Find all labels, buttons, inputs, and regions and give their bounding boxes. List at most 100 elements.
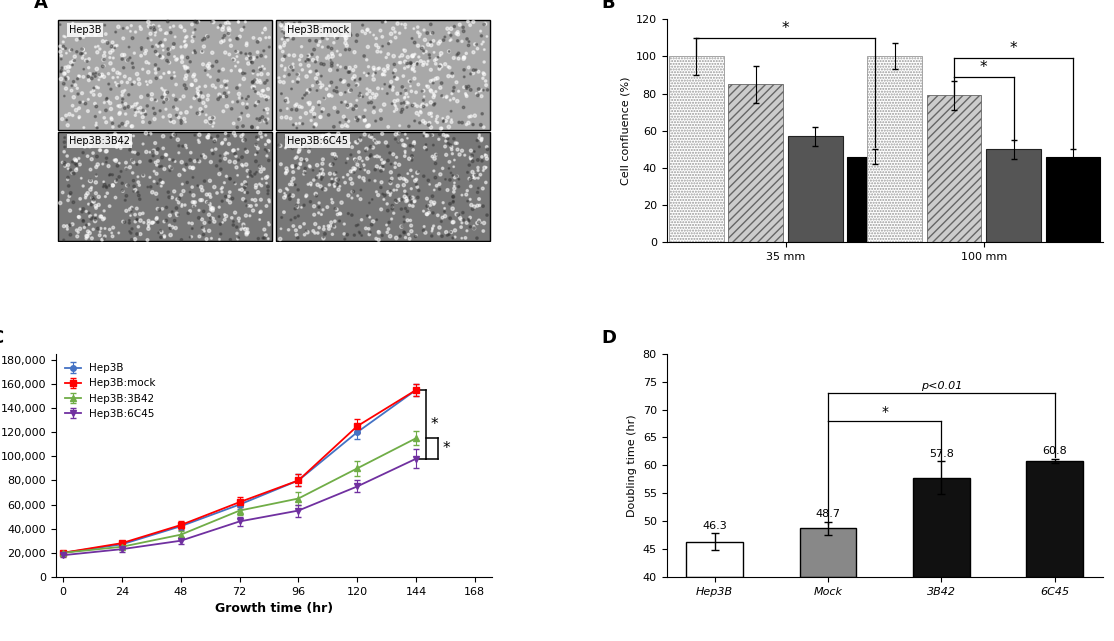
Point — [453, 117, 471, 128]
Point — [196, 218, 214, 228]
Point — [135, 171, 153, 181]
Point — [226, 149, 244, 159]
Point — [177, 140, 195, 151]
Point — [167, 223, 185, 233]
Point — [346, 154, 364, 164]
Point — [150, 204, 168, 215]
Point — [419, 175, 437, 185]
Point — [170, 194, 188, 204]
Point — [453, 233, 471, 244]
Text: p<0.01: p<0.01 — [920, 381, 962, 391]
Point — [228, 170, 246, 180]
Point — [204, 61, 222, 71]
Point — [404, 145, 422, 155]
Point — [68, 163, 86, 174]
Point — [380, 49, 398, 59]
Point — [202, 202, 219, 212]
Point — [125, 176, 143, 186]
Point — [118, 55, 136, 65]
Point — [395, 227, 413, 237]
Point — [430, 63, 448, 74]
Point — [431, 51, 449, 61]
Point — [444, 196, 462, 206]
Point — [345, 165, 363, 176]
Point — [430, 228, 448, 238]
Point — [300, 146, 317, 156]
Point — [141, 129, 159, 139]
Point — [421, 118, 439, 128]
Point — [292, 112, 310, 122]
Point — [313, 165, 331, 175]
Point — [203, 213, 221, 223]
Point — [446, 21, 463, 31]
Bar — [276, 132, 490, 241]
Point — [85, 148, 102, 158]
Point — [116, 195, 134, 205]
Point — [455, 52, 472, 62]
Point — [197, 234, 215, 244]
Point — [255, 164, 273, 174]
Point — [439, 112, 457, 122]
Point — [113, 77, 130, 87]
Point — [152, 51, 169, 62]
Point — [55, 221, 72, 231]
Point — [125, 62, 143, 72]
Point — [133, 42, 150, 53]
Point — [339, 229, 356, 240]
Point — [384, 82, 402, 92]
Point — [205, 113, 223, 123]
Point — [162, 28, 179, 38]
Point — [284, 62, 302, 72]
Point — [348, 103, 365, 113]
Point — [94, 70, 111, 80]
Point — [77, 99, 95, 109]
Point — [310, 208, 328, 218]
Point — [430, 38, 448, 49]
Point — [272, 43, 290, 53]
Point — [301, 162, 319, 172]
Point — [399, 206, 417, 217]
Point — [344, 104, 362, 114]
Point — [225, 128, 243, 138]
Point — [217, 147, 235, 158]
Point — [252, 195, 270, 205]
Point — [349, 220, 367, 230]
Point — [297, 154, 315, 165]
Point — [436, 203, 453, 213]
Point — [184, 28, 202, 38]
Bar — [276, 21, 490, 129]
Point — [351, 135, 369, 145]
Point — [75, 44, 92, 54]
Point — [478, 154, 496, 164]
Point — [385, 60, 403, 70]
Point — [186, 47, 204, 58]
Point — [157, 203, 175, 213]
Point — [248, 37, 266, 47]
Point — [423, 151, 441, 162]
Point — [178, 178, 196, 188]
Point — [323, 177, 341, 187]
Point — [457, 233, 475, 243]
Point — [60, 191, 78, 201]
Point — [364, 217, 382, 227]
Point — [393, 104, 411, 115]
Point — [94, 214, 111, 224]
Point — [381, 148, 399, 158]
Point — [164, 155, 182, 165]
Point — [137, 128, 155, 138]
Point — [131, 156, 149, 167]
Point — [117, 206, 135, 216]
Point — [158, 94, 176, 104]
Point — [57, 74, 75, 85]
Point — [472, 85, 490, 96]
Point — [164, 222, 182, 233]
Point — [232, 65, 250, 76]
Point — [399, 98, 417, 108]
Point — [405, 49, 423, 60]
Point — [393, 50, 411, 60]
Point — [147, 73, 165, 83]
Point — [368, 162, 385, 172]
Point — [168, 104, 186, 114]
Point — [392, 88, 410, 99]
Point — [246, 87, 264, 97]
